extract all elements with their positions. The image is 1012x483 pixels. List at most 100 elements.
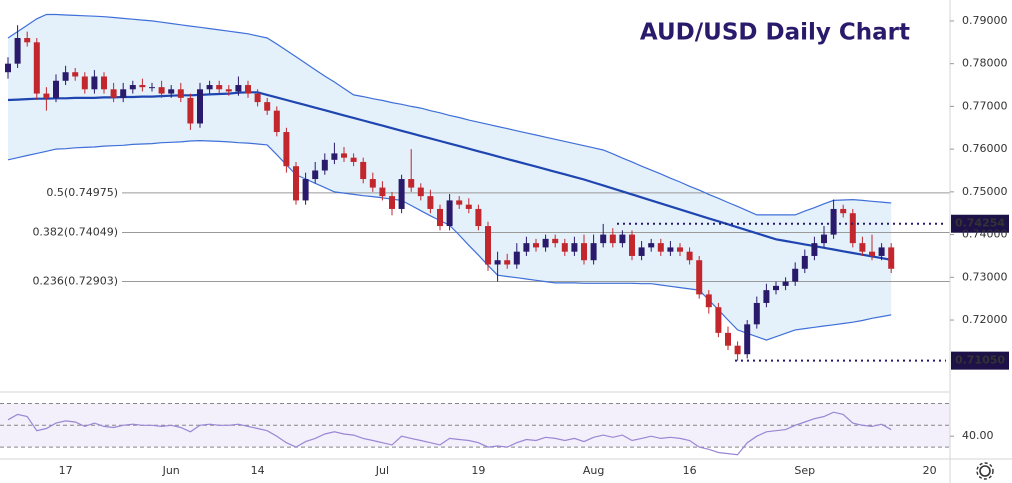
- y-tick-label: 0.76000: [962, 142, 1008, 155]
- y-tick-label: 0.77000: [962, 99, 1008, 112]
- candle-body: [869, 251, 875, 256]
- candle-body: [158, 87, 165, 94]
- candle-body: [24, 38, 31, 43]
- candle-body: [110, 89, 117, 98]
- x-tick-label: Jun: [162, 464, 180, 477]
- y-tick-label: 0.74000: [962, 228, 1008, 241]
- candle-body: [657, 243, 664, 252]
- candle-body: [465, 204, 472, 209]
- candle-body: [254, 93, 261, 103]
- y-tick-label: 0.79000: [962, 14, 1008, 27]
- candle-body: [542, 238, 549, 248]
- candle-body: [705, 294, 712, 308]
- fib-label: 0.236(0.72903): [32, 274, 118, 287]
- candle-body: [408, 179, 415, 188]
- candle-body: [129, 85, 136, 90]
- candle-body: [33, 42, 40, 94]
- candle-body: [667, 247, 674, 252]
- candle-body: [14, 38, 21, 64]
- candle-body: [715, 307, 722, 333]
- candle-body: [801, 255, 808, 269]
- candle-body: [101, 76, 107, 90]
- candle-body: [878, 247, 885, 256]
- candle-body: [561, 243, 568, 252]
- candle-body: [264, 102, 271, 111]
- x-tick-label: Jul: [375, 464, 389, 477]
- candle-body: [773, 285, 779, 291]
- candle-body: [811, 243, 818, 256]
- candle-body: [590, 243, 597, 261]
- candle-body: [475, 208, 482, 227]
- candle-body: [62, 72, 69, 81]
- candle-body: [753, 302, 760, 325]
- candle-body: [821, 234, 827, 244]
- candle-body: [187, 97, 194, 124]
- candle-body: [629, 234, 635, 256]
- candle-body: [638, 247, 645, 256]
- candle-body: [849, 213, 856, 244]
- candle-body: [369, 179, 376, 188]
- candle-body: [168, 89, 175, 94]
- candle-body: [859, 243, 866, 252]
- candle-body: [763, 290, 770, 303]
- candle-body: [504, 260, 511, 265]
- candle-body: [417, 187, 424, 197]
- candle-body: [331, 153, 338, 160]
- candle-body: [283, 132, 290, 167]
- candle-body: [830, 208, 837, 235]
- candle-body: [485, 226, 491, 265]
- x-tick-label: 14: [251, 464, 265, 477]
- candle-body: [523, 243, 530, 252]
- candle-body: [245, 85, 251, 94]
- candle-body: [302, 179, 309, 201]
- candle-body: [609, 234, 616, 244]
- x-tick-label: 20: [923, 464, 937, 477]
- candle-body: [533, 243, 539, 248]
- x-tick-label: Sep: [794, 464, 815, 477]
- x-tick-label: 17: [59, 464, 73, 477]
- gear-teeth[interactable]: [976, 462, 994, 480]
- candle-body: [235, 85, 242, 92]
- candle-body: [197, 89, 203, 124]
- y-tick-label: 0.73000: [962, 270, 1008, 283]
- candle-body: [888, 247, 895, 269]
- band-upper: [7, 13, 892, 216]
- x-tick-label: 19: [471, 464, 485, 477]
- candle-body: [379, 187, 386, 197]
- candle-body: [149, 87, 155, 89]
- candle-body: [350, 157, 357, 162]
- candle-body: [552, 238, 559, 244]
- candle-body: [446, 200, 453, 227]
- candle-body: [120, 89, 127, 98]
- gear[interactable]: [979, 465, 991, 477]
- candle-body: [139, 85, 146, 88]
- candle-body: [273, 110, 280, 133]
- title-bg: [676, 16, 916, 50]
- candle-body: [437, 208, 443, 227]
- candle-body: [43, 93, 50, 98]
- candle-body: [321, 159, 328, 171]
- y-tick-label: 0.78000: [962, 57, 1008, 70]
- candle-body: [677, 247, 683, 252]
- candle-body: [686, 251, 693, 261]
- candle-body: [177, 89, 184, 98]
- rsi-tick-label: 40.00: [962, 429, 994, 442]
- band-fill: [8, 14, 892, 341]
- candle-body: [81, 76, 88, 90]
- candle-body: [398, 179, 405, 209]
- band-middle: [7, 91, 892, 261]
- candle-body: [619, 234, 626, 244]
- candle-body: [293, 166, 299, 201]
- candle-body: [725, 332, 731, 346]
- candle-body: [53, 80, 59, 98]
- x-tick-label: 16: [683, 464, 697, 477]
- candle-body: [206, 85, 213, 90]
- candle-body: [600, 234, 607, 244]
- settings-icon[interactable]: [976, 462, 994, 480]
- candle-body: [696, 260, 703, 295]
- rsi-line: [7, 411, 892, 456]
- chart-title: AUD/USD Daily Chart: [640, 20, 910, 46]
- key-level-box: [951, 351, 1009, 370]
- plot: 0.5(0.74975) 0.382(0.74049) 0.236(0.72903): [0, 13, 950, 456]
